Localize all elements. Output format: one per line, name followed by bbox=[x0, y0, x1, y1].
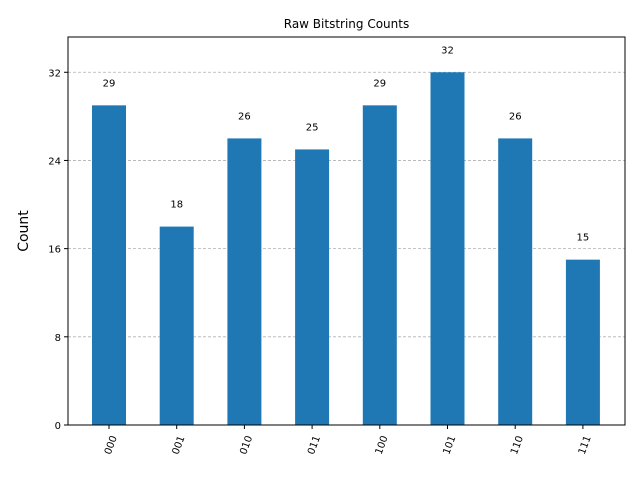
bar-001 bbox=[159, 226, 194, 425]
bar-010 bbox=[227, 138, 262, 425]
x-tick-label-110: 110 bbox=[509, 434, 526, 456]
y-axis: 0 8 16 24 32 bbox=[48, 68, 68, 432]
data-label-100: 29 bbox=[373, 78, 386, 89]
x-tick-label-111: 111 bbox=[577, 434, 594, 456]
x-tick-label-001: 001 bbox=[171, 434, 188, 456]
bar-000 bbox=[92, 105, 126, 425]
data-label-001: 18 bbox=[170, 200, 183, 211]
plot-frame bbox=[67, 36, 626, 426]
x-tick-label-011: 011 bbox=[306, 434, 323, 456]
data-label-101: 32 bbox=[441, 45, 454, 56]
x-tick-label-101: 101 bbox=[441, 434, 458, 456]
bar-101 bbox=[430, 72, 465, 425]
bar-111 bbox=[565, 259, 600, 425]
bar-011 bbox=[295, 149, 330, 425]
y-tick-label: 24 bbox=[48, 156, 61, 167]
x-tick-label-000: 000 bbox=[103, 434, 120, 456]
bar-110 bbox=[498, 138, 533, 425]
data-label-110: 26 bbox=[509, 111, 522, 122]
bars bbox=[92, 72, 600, 425]
x-tick-label-100: 100 bbox=[374, 434, 391, 456]
data-labels: 29 18 26 25 29 32 26 15 bbox=[103, 45, 590, 243]
y-tick-label: 16 bbox=[48, 245, 61, 256]
y-tick-label: 0 bbox=[55, 421, 61, 432]
data-label-111: 15 bbox=[577, 233, 590, 244]
y-tick-label: 32 bbox=[48, 68, 61, 79]
grid-lines bbox=[68, 71, 625, 338]
y-axis-label: Count bbox=[16, 210, 32, 252]
data-label-010: 26 bbox=[238, 111, 251, 122]
x-tick-label-010: 010 bbox=[238, 434, 255, 456]
data-label-000: 29 bbox=[103, 78, 116, 89]
y-tick-label: 8 bbox=[55, 333, 61, 344]
chart-title: Raw Bitstring Counts bbox=[284, 17, 409, 31]
x-axis: 000 001 010 011 100 101 110 111 bbox=[103, 425, 594, 456]
bar-100 bbox=[362, 105, 397, 425]
data-label-011: 25 bbox=[306, 122, 319, 133]
